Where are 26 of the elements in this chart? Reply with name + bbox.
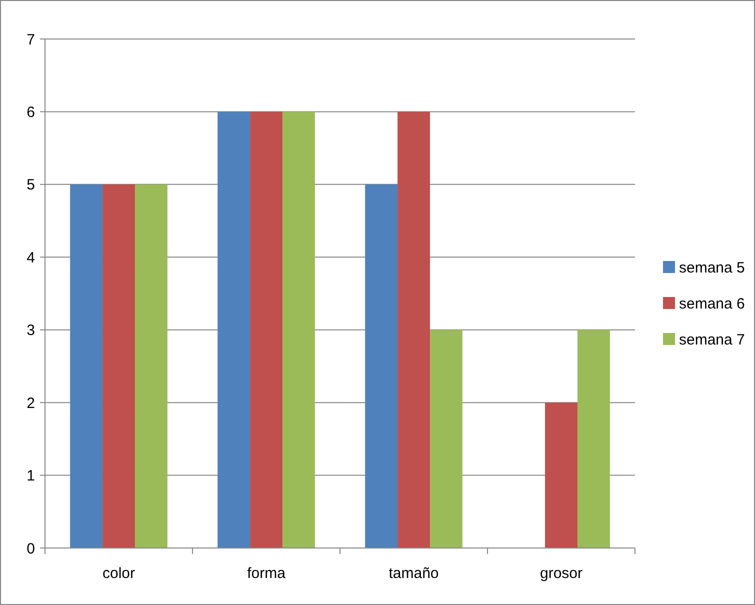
bar [577,330,610,548]
bar [250,112,282,548]
y-tick-label: 2 [26,394,35,412]
bar [218,112,250,548]
bar [134,184,168,548]
bar [70,184,103,548]
x-tick-label: tamaño [388,565,439,582]
y-tick-label: 7 [26,31,35,48]
bar [430,330,462,548]
y-tick-label: 6 [26,104,35,121]
bar [282,112,315,548]
y-tick-label: 4 [26,249,35,266]
legend-label: semana 7 [679,331,745,348]
bar [398,112,430,548]
legend-label: semana 6 [679,295,745,312]
bar [365,184,398,548]
y-tick-label: 5 [26,176,35,194]
legend-label: semana 5 [679,259,745,276]
y-tick-label: 3 [26,322,35,340]
x-tick-label: grosor [540,565,583,582]
y-tick-label: 0 [26,540,35,558]
bar [545,402,578,548]
bar [102,184,135,548]
x-tick-label: forma [247,565,286,582]
x-tick-label: color [102,565,136,582]
y-tick-label: 1 [26,468,35,485]
